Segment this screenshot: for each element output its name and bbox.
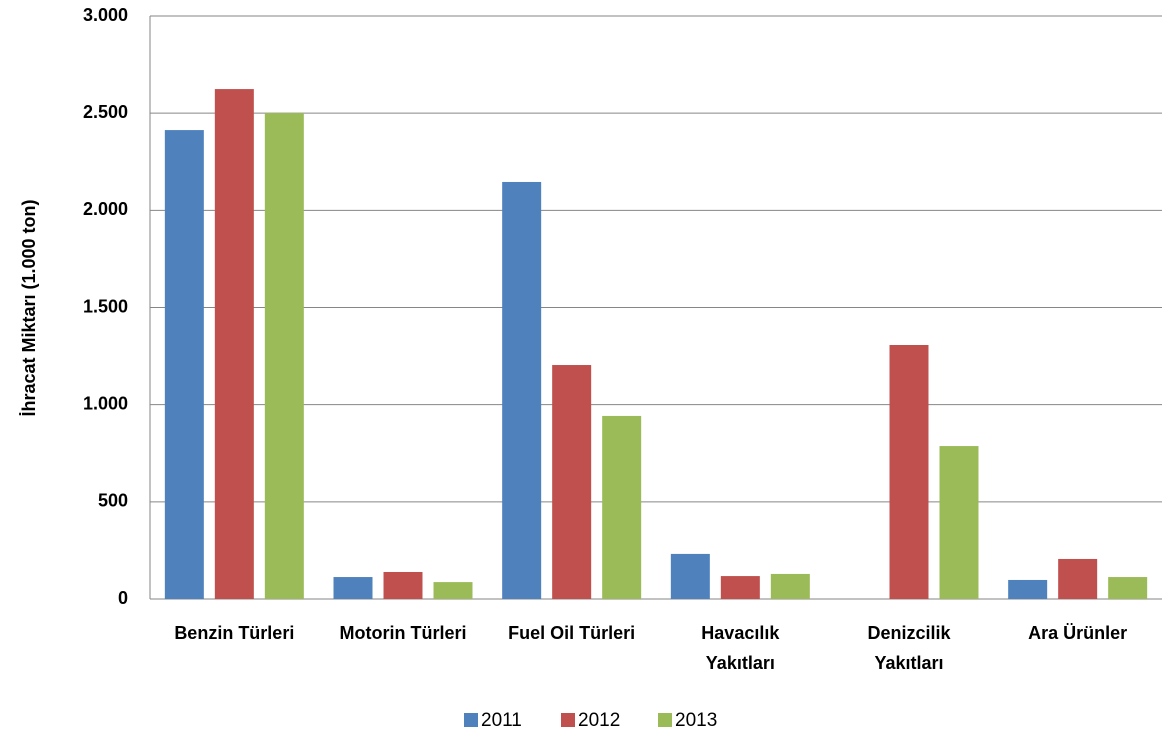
legend-label: 2012	[578, 710, 620, 731]
y-tick-label: 2.500	[83, 102, 128, 122]
x-tick-label: Denizcilik Yakıtları	[867, 623, 951, 673]
bar	[502, 181, 542, 599]
y-tick-label: 2.000	[83, 199, 128, 219]
bar	[1058, 558, 1098, 599]
legend-swatch	[464, 713, 478, 727]
bar	[602, 415, 642, 599]
bar	[433, 582, 473, 599]
y-tick-label: 500	[98, 491, 128, 511]
bar	[670, 553, 710, 599]
y-tick-label: 0	[118, 588, 128, 608]
bar	[889, 345, 929, 599]
y-tick-label: 1.500	[83, 296, 128, 316]
bar	[383, 571, 423, 599]
bar	[1008, 579, 1048, 599]
bar	[164, 130, 204, 599]
bar	[720, 576, 760, 599]
y-tick-label: 3.000	[83, 5, 128, 25]
x-tick-label: Fuel Oil Türleri	[508, 623, 635, 643]
legend-swatch	[658, 713, 672, 727]
x-tick-label: Motorin Türleri	[340, 623, 467, 643]
bar	[939, 446, 979, 599]
bar	[214, 89, 254, 599]
bar	[1108, 577, 1148, 599]
x-tick-label: Benzin Türleri	[174, 623, 294, 643]
bar	[333, 577, 373, 599]
bar	[264, 112, 304, 599]
legend-label: 2013	[675, 710, 717, 731]
legend-swatch	[561, 713, 575, 727]
legend-label: 2011	[481, 710, 522, 731]
x-tick-label: Ara Ürünler	[1028, 623, 1127, 643]
x-tick-label: Havacılık Yakıtları	[701, 623, 780, 673]
y-tick-label: 1.000	[83, 393, 128, 413]
bar	[770, 573, 810, 599]
y-axis-label: İhracat Miktarı (1.000 ton)	[19, 199, 39, 416]
bar	[552, 365, 592, 599]
